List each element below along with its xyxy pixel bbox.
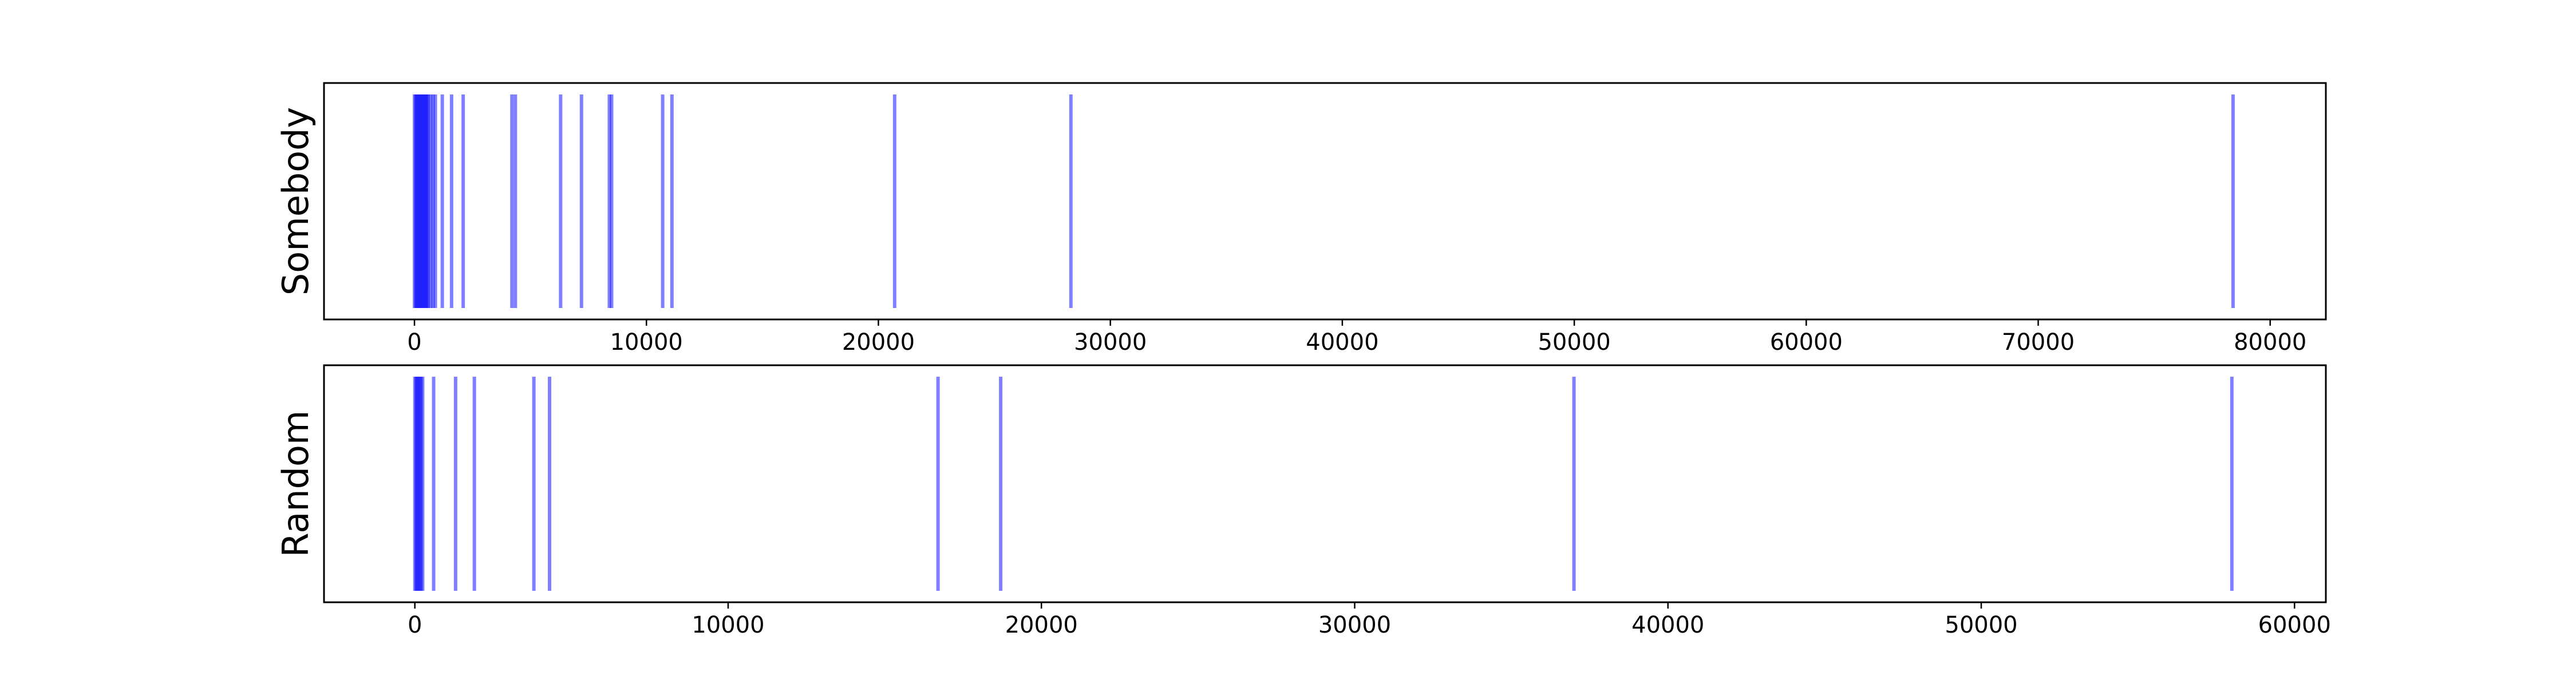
x-axis: 0 10000 20000 30000 40000 50000 60000: [408, 602, 2331, 638]
x-tick-label: 20000: [1005, 612, 1078, 638]
x-tick-label: 50000: [1538, 329, 1610, 356]
y-axis-label: Random: [275, 410, 317, 558]
panel-random: 0 10000 20000 30000 40000 50000 60000 Random: [275, 364, 2331, 638]
x-tick-label: 0: [407, 329, 421, 356]
x-tick-label: 30000: [1318, 612, 1391, 638]
x-tick-label: 80000: [2234, 329, 2306, 356]
x-axis: 0 10000 20000 30000 40000 50000 60000 70000 8000…: [407, 319, 2306, 356]
event-lines: [413, 94, 2235, 308]
x-tick-label: 0: [408, 612, 422, 638]
axes-frame: [323, 364, 2327, 603]
axes-frame: [323, 82, 2327, 321]
x-tick-label: 40000: [1306, 329, 1378, 356]
x-tick-label: 10000: [692, 612, 764, 638]
x-tick-label: 60000: [2258, 612, 2331, 638]
event-lines: [413, 377, 2234, 591]
x-tick-label: 70000: [2002, 329, 2075, 356]
panel-somebody: 0 10000 20000 30000 40000 50000 60000 70000 8000…: [275, 82, 2327, 356]
x-tick-label: 10000: [610, 329, 683, 356]
x-tick-label: 50000: [1945, 612, 2017, 638]
x-tick-label: 40000: [1631, 612, 1704, 638]
y-axis-label: Somebody: [275, 107, 317, 295]
x-tick-label: 60000: [1770, 329, 1843, 356]
x-tick-label: 30000: [1074, 329, 1147, 356]
x-tick-label: 20000: [842, 329, 915, 356]
